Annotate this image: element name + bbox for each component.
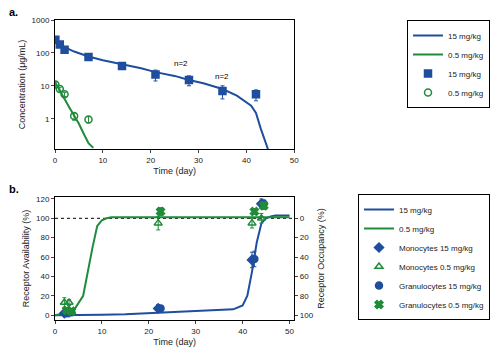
svg-text:10: 10 bbox=[40, 82, 49, 91]
svg-text:50: 50 bbox=[285, 327, 294, 336]
svg-text:Time (day): Time (day) bbox=[153, 166, 196, 176]
svg-text:20: 20 bbox=[300, 233, 309, 242]
svg-text:Concentration (μg/mL): Concentration (μg/mL) bbox=[17, 40, 27, 130]
svg-text:80: 80 bbox=[40, 233, 49, 242]
svg-text:100: 100 bbox=[36, 214, 50, 223]
svg-text:15 mg/kg: 15 mg/kg bbox=[448, 32, 481, 41]
svg-text:0: 0 bbox=[300, 214, 305, 223]
svg-text:n=2: n=2 bbox=[174, 59, 188, 68]
svg-text:0: 0 bbox=[45, 311, 50, 320]
svg-text:1000: 1000 bbox=[32, 16, 50, 25]
svg-text:60: 60 bbox=[300, 272, 309, 281]
svg-text:0: 0 bbox=[53, 156, 58, 165]
svg-text:a.: a. bbox=[9, 6, 18, 18]
svg-text:20: 20 bbox=[146, 156, 155, 165]
svg-text:40: 40 bbox=[242, 156, 251, 165]
svg-text:10: 10 bbox=[97, 327, 106, 336]
svg-text:100: 100 bbox=[300, 311, 314, 320]
svg-text:0.5 mg/kg: 0.5 mg/kg bbox=[448, 89, 483, 98]
svg-text:b.: b. bbox=[9, 183, 19, 195]
svg-text:Monocytes 15 mg/kg: Monocytes 15 mg/kg bbox=[399, 244, 473, 253]
svg-text:100: 100 bbox=[36, 49, 50, 58]
svg-text:80: 80 bbox=[300, 292, 309, 301]
svg-text:20: 20 bbox=[144, 327, 153, 336]
svg-text:40: 40 bbox=[238, 327, 247, 336]
svg-text:40: 40 bbox=[300, 253, 309, 262]
svg-text:n=2: n=2 bbox=[215, 72, 229, 81]
svg-text:Granulocytes 0.5 mg/kg: Granulocytes 0.5 mg/kg bbox=[399, 301, 483, 310]
svg-text:15 mg/kg: 15 mg/kg bbox=[399, 206, 432, 215]
svg-text:1: 1 bbox=[45, 115, 50, 124]
svg-text:0: 0 bbox=[53, 327, 58, 336]
svg-text:Receptor Availability (%): Receptor Availability (%) bbox=[21, 210, 31, 307]
svg-text:15 mg/kg: 15 mg/kg bbox=[448, 70, 481, 79]
svg-text:20: 20 bbox=[40, 292, 49, 301]
svg-text:Time (day): Time (day) bbox=[153, 337, 196, 347]
svg-text:120: 120 bbox=[36, 195, 50, 204]
svg-text:40: 40 bbox=[40, 272, 49, 281]
svg-text:Monocytes 0.5 mg/kg: Monocytes 0.5 mg/kg bbox=[399, 263, 475, 272]
svg-text:60: 60 bbox=[40, 253, 49, 262]
svg-text:0.5 mg/kg: 0.5 mg/kg bbox=[399, 225, 434, 234]
svg-text:10: 10 bbox=[98, 156, 107, 165]
svg-text:30: 30 bbox=[191, 327, 200, 336]
svg-text:30: 30 bbox=[194, 156, 203, 165]
svg-text:Receptor Occupancy (%): Receptor Occupancy (%) bbox=[316, 208, 326, 309]
svg-text:0.5 mg/kg: 0.5 mg/kg bbox=[448, 51, 483, 60]
svg-text:50: 50 bbox=[290, 156, 299, 165]
svg-text:Granulocytes 15 mg/kg: Granulocytes 15 mg/kg bbox=[399, 282, 481, 291]
